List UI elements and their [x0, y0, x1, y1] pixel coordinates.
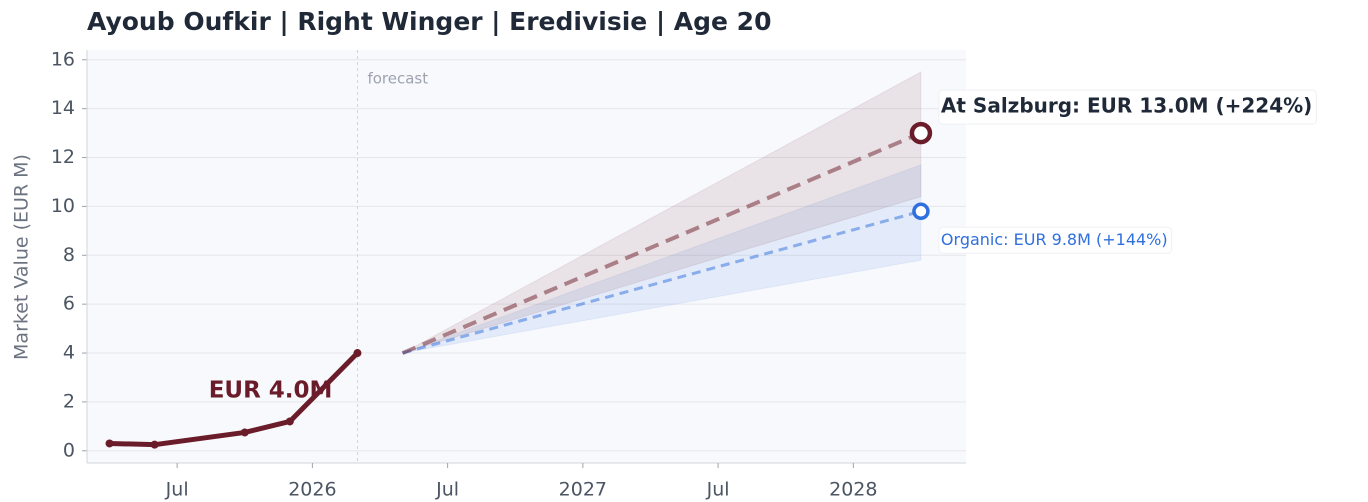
x-tick-label: Jul — [435, 479, 459, 501]
chart-title: Ayoub Oufkir | Right Winger | Eredivisie… — [87, 7, 771, 36]
y-axis-label: Market Value (EUR M) — [11, 154, 33, 360]
annotation-box — [938, 226, 1173, 254]
forecast-endpoint — [912, 202, 930, 221]
history-label: EUR 4.0M — [209, 378, 333, 404]
forecast-line — [401, 131, 922, 355]
history-point — [105, 439, 114, 448]
forecast-endpoint — [909, 121, 933, 145]
x-tick-label: 2028 — [829, 479, 877, 501]
y-tick-label: 8 — [63, 244, 75, 266]
y-tick-label: 10 — [51, 195, 75, 217]
y-tick-label: 2 — [63, 390, 75, 412]
forecast-label: forecast — [367, 70, 428, 88]
y-tick-label: 12 — [51, 146, 75, 168]
y-tick-label: 14 — [51, 97, 75, 119]
y-tick-label: 4 — [63, 342, 75, 364]
x-tick-label: 2027 — [559, 479, 607, 501]
history-point — [353, 349, 362, 358]
plot-background — [87, 50, 966, 463]
y-tick-label: 0 — [63, 439, 75, 461]
x-tick-label: 2026 — [288, 479, 336, 501]
annotation: Organic: EUR 9.8M (+144%) — [941, 230, 1168, 249]
y-tick-label: 6 — [63, 293, 75, 315]
x-tick-label: Jul — [165, 479, 189, 501]
history-point — [150, 440, 159, 449]
history-point — [240, 428, 249, 437]
x-tick-label: Jul — [706, 479, 730, 501]
annotation: At Salzburg: EUR 13.0M (+224%) — [941, 94, 1312, 118]
annotation-box — [938, 89, 1317, 125]
history-point — [285, 417, 294, 426]
y-tick-label: 16 — [51, 48, 75, 70]
